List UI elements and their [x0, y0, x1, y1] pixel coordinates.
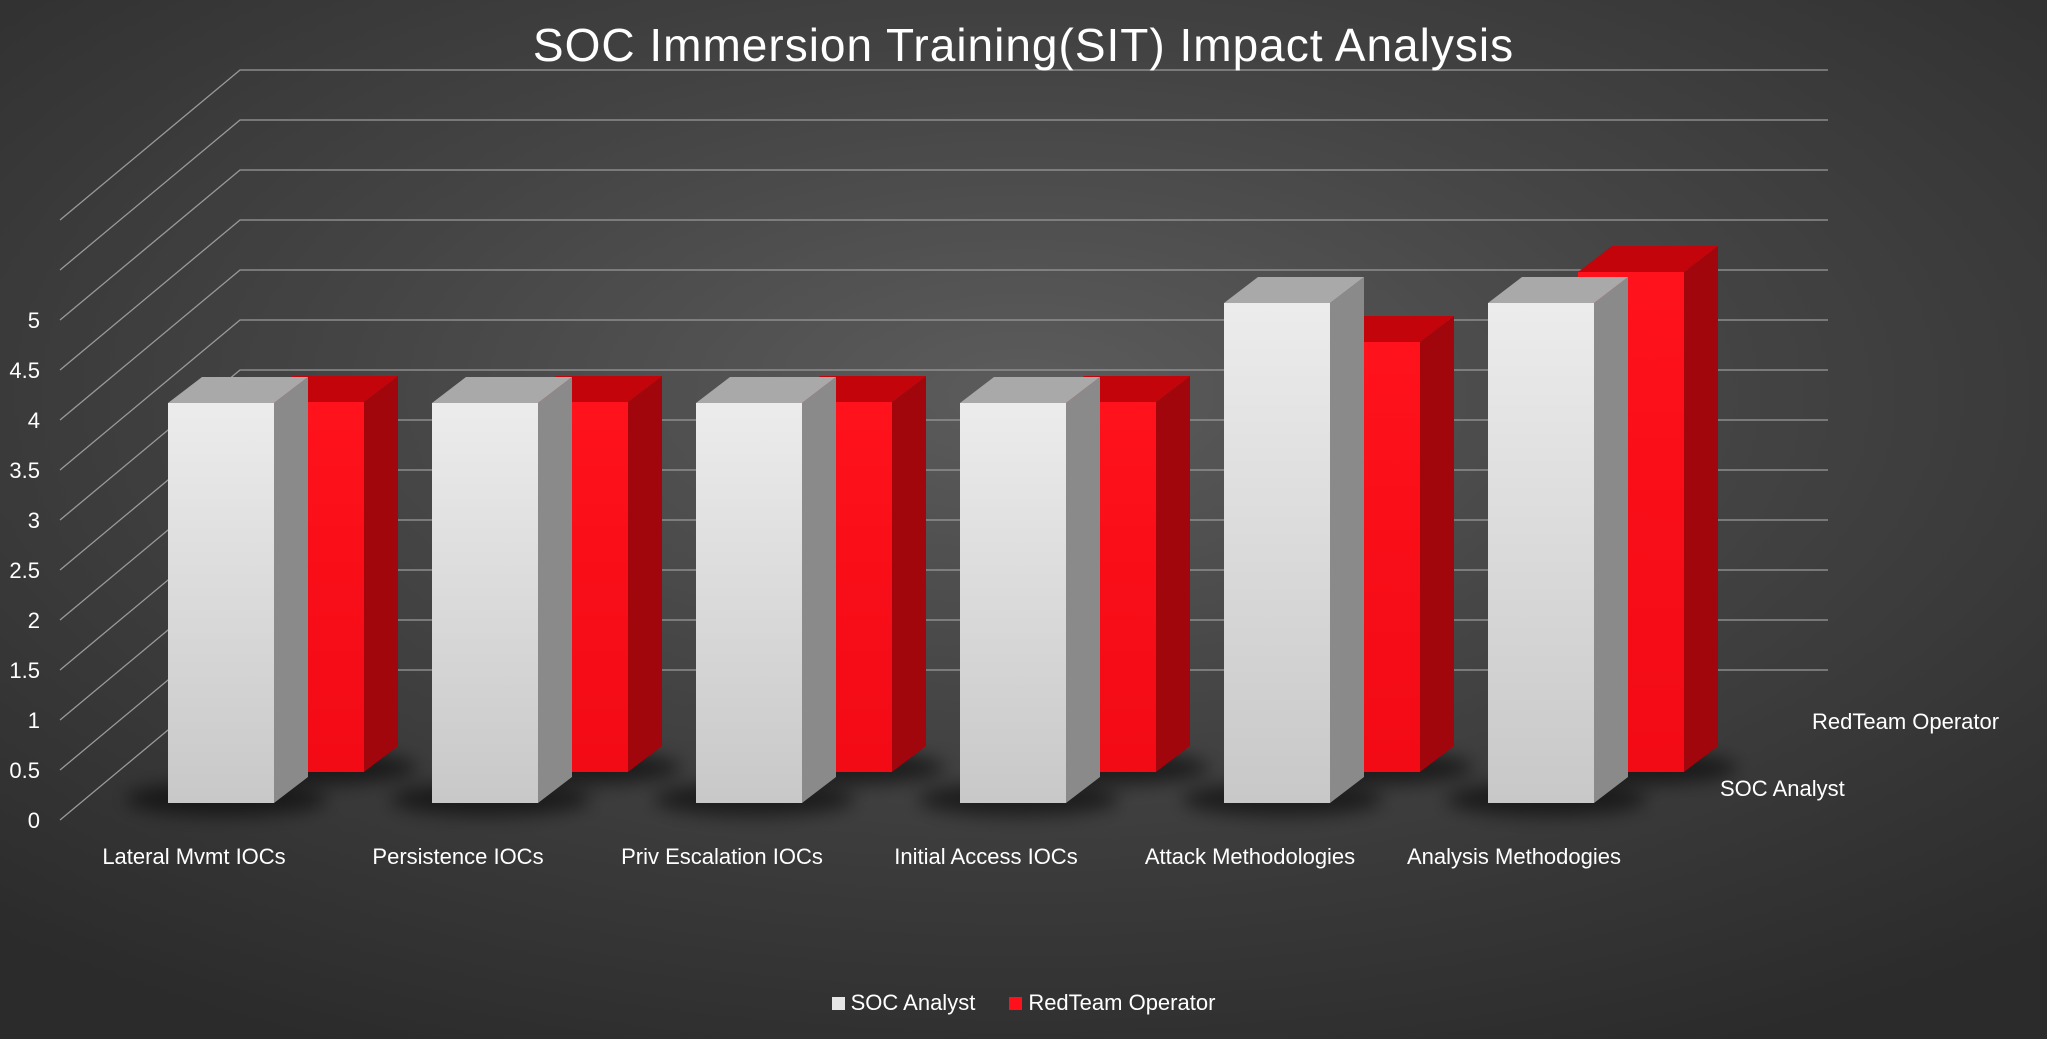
soc-analyst-bar-attack-methodologies-front — [1224, 303, 1330, 803]
redteam-operator-bar-attack-methodologies-side — [1420, 316, 1454, 772]
redteam-operator-bar-initial-access-iocs-side — [1156, 376, 1190, 772]
soc-analyst-bar-initial-access-iocs-top — [960, 377, 1100, 403]
legend-label-soc-analyst: SOC Analyst — [850, 990, 976, 1015]
legend-item-redteam-operator: RedTeam Operator — [1009, 990, 1215, 1016]
soc-analyst-bar-analysis-methodogies-top — [1488, 277, 1628, 303]
y-tick-label: 2 — [28, 608, 40, 633]
gridline — [59, 269, 1828, 421]
redteam-operator-bar-analysis-methodogies-side — [1684, 246, 1718, 772]
y-tick-label: 1 — [28, 708, 40, 733]
x-category-label: Priv Escalation IOCs — [621, 844, 823, 869]
soc-analyst-bar-persistence-iocs-side — [538, 377, 572, 803]
y-tick-label: 1.5 — [9, 658, 40, 683]
soc-analyst-bar-priv-escalation-iocs — [696, 377, 836, 803]
soc-analyst-bar-priv-escalation-iocs-front — [696, 403, 802, 803]
x-category-label: Persistence IOCs — [372, 844, 543, 869]
soc-analyst-bar-priv-escalation-iocs-side — [802, 377, 836, 803]
legend-swatch-redteam-operator — [1009, 996, 1023, 1010]
y-tick-label: 5 — [28, 308, 40, 333]
redteam-operator-bar-analysis-methodogies-top — [1578, 246, 1718, 272]
x-category-label: Analysis Methodogies — [1407, 844, 1621, 869]
soc-analyst-bar-analysis-methodogies-side — [1594, 277, 1628, 803]
soc-analyst-bar-lateral-mvmt-iocs-side — [274, 377, 308, 803]
y-tick-label: 4 — [28, 408, 40, 433]
soc-analyst-bar-initial-access-iocs — [960, 377, 1100, 803]
gridline — [59, 169, 1828, 321]
soc-analyst-bar-persistence-iocs — [432, 377, 572, 803]
chart-title: SOC Immersion Training(SIT) Impact Analy… — [532, 19, 1515, 71]
soc-analyst-bar-attack-methodologies-side — [1330, 277, 1364, 803]
gridline — [59, 219, 1828, 371]
redteam-operator-bar-lateral-mvmt-iocs-side — [364, 376, 398, 772]
soc-analyst-bar-persistence-iocs-top — [432, 377, 572, 403]
gridline — [59, 119, 1828, 271]
soc-analyst-bar-analysis-methodogies-front — [1488, 303, 1594, 803]
y-tick-label: 0.5 — [9, 758, 40, 783]
x-category-label: Attack Methodologies — [1145, 844, 1355, 869]
legend-swatch-soc-analyst — [831, 996, 845, 1010]
legend-item-soc-analyst: SOC Analyst — [831, 990, 976, 1016]
soc-analyst-bar-attack-methodologies-top — [1224, 277, 1364, 303]
soc-analyst-bar-attack-methodologies — [1224, 277, 1364, 803]
y-tick-label: 0 — [28, 808, 40, 833]
soc-analyst-bar-initial-access-iocs-side — [1066, 377, 1100, 803]
gridline — [59, 69, 1828, 221]
soc-analyst-bar-initial-access-iocs-front — [960, 403, 1066, 803]
legend: SOC Analyst RedTeam Operator — [0, 990, 2047, 1016]
redteam-operator-bar-persistence-iocs-side — [628, 376, 662, 772]
y-tick-label: 4.5 — [9, 358, 40, 383]
legend-label-redteam-operator: RedTeam Operator — [1028, 990, 1216, 1015]
y-tick-label: 3 — [28, 508, 40, 533]
y-tick-label: 3.5 — [9, 458, 40, 483]
soc-analyst-bar-lateral-mvmt-iocs-top — [168, 377, 308, 403]
redteam-operator-bar-priv-escalation-iocs-side — [892, 376, 926, 772]
x-category-label: Initial Access IOCs — [894, 844, 1077, 869]
soc-analyst-bar-analysis-methodogies — [1488, 277, 1628, 803]
y-tick-label: 2.5 — [9, 558, 40, 583]
soc-analyst-bar-lateral-mvmt-iocs-front — [168, 403, 274, 803]
soc-analyst-bar-priv-escalation-iocs-top — [696, 377, 836, 403]
soc-analyst-bar-persistence-iocs-front — [432, 403, 538, 803]
depth-axis-label-soc-analyst: SOC Analyst — [1720, 776, 1845, 801]
soc-analyst-bar-lateral-mvmt-iocs — [168, 377, 308, 803]
depth-axis-label-redteam-operator: RedTeam Operator — [1812, 709, 1999, 734]
x-category-label: Lateral Mvmt IOCs — [102, 844, 285, 869]
